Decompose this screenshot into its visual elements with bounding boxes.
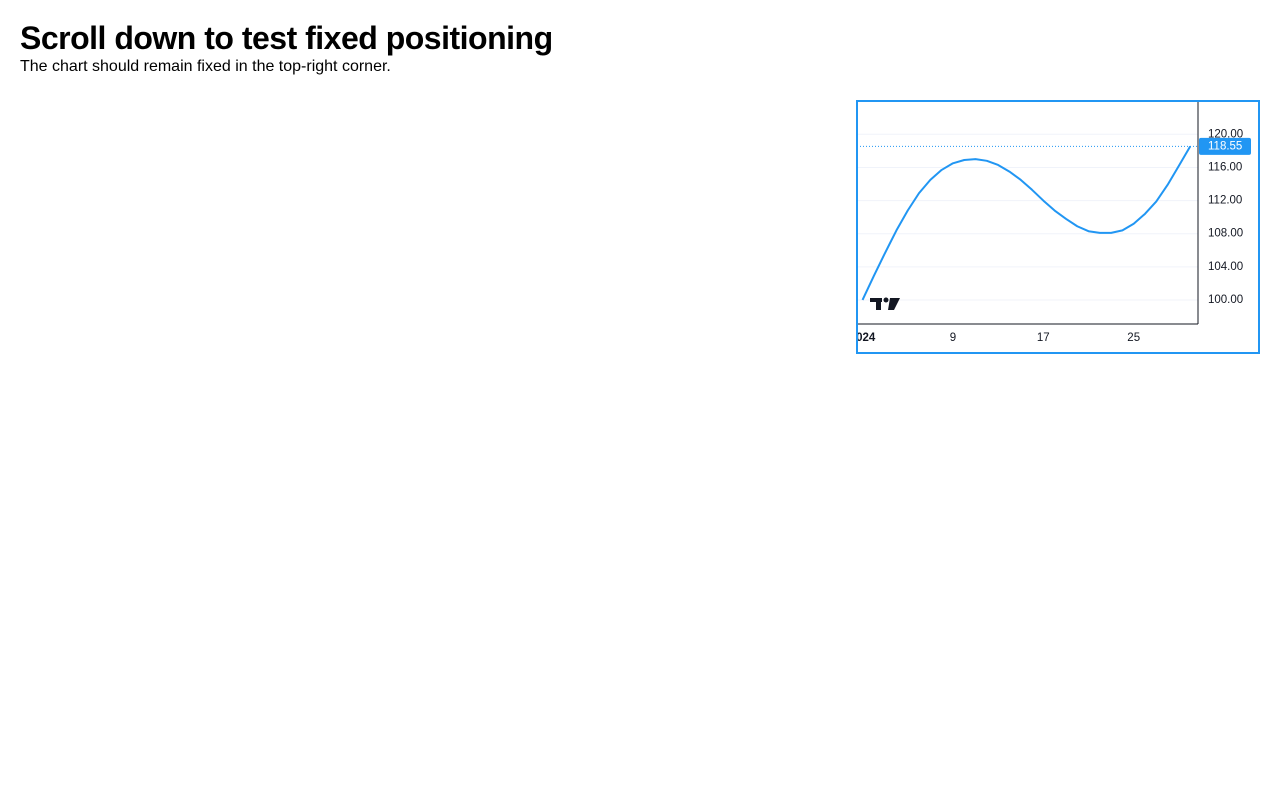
- page-title: Scroll down to test fixed positioning: [20, 20, 553, 56]
- y-tick-label: 120.00: [1208, 128, 1243, 140]
- y-tick-label: 116.00: [1208, 161, 1242, 173]
- page-subtitle: The chart should remain fixed in the top…: [20, 58, 391, 75]
- y-tick-label: 112.00: [1208, 195, 1242, 207]
- x-tick-label: 17: [1037, 332, 1050, 344]
- x-tick-label: 2024: [856, 332, 876, 344]
- y-tick-label: 100.00: [1208, 294, 1243, 306]
- line-series: [861, 145, 1192, 301]
- last-value-badge: [1199, 137, 1251, 155]
- x-tick-label: 25: [1127, 332, 1140, 344]
- x-tick-label: 9: [950, 332, 956, 344]
- chart-frame: [856, 100, 1260, 354]
- last-value-label: 118.55: [1208, 140, 1242, 152]
- y-tick-label: 104.00: [1208, 261, 1243, 273]
- chart: 100.00 104.00 108.00 112.00 116.00 120.00 2024…: [856, 100, 1260, 354]
- y-tick-label: 108.00: [1208, 228, 1243, 240]
- tradingview-logo: [870, 297, 900, 310]
